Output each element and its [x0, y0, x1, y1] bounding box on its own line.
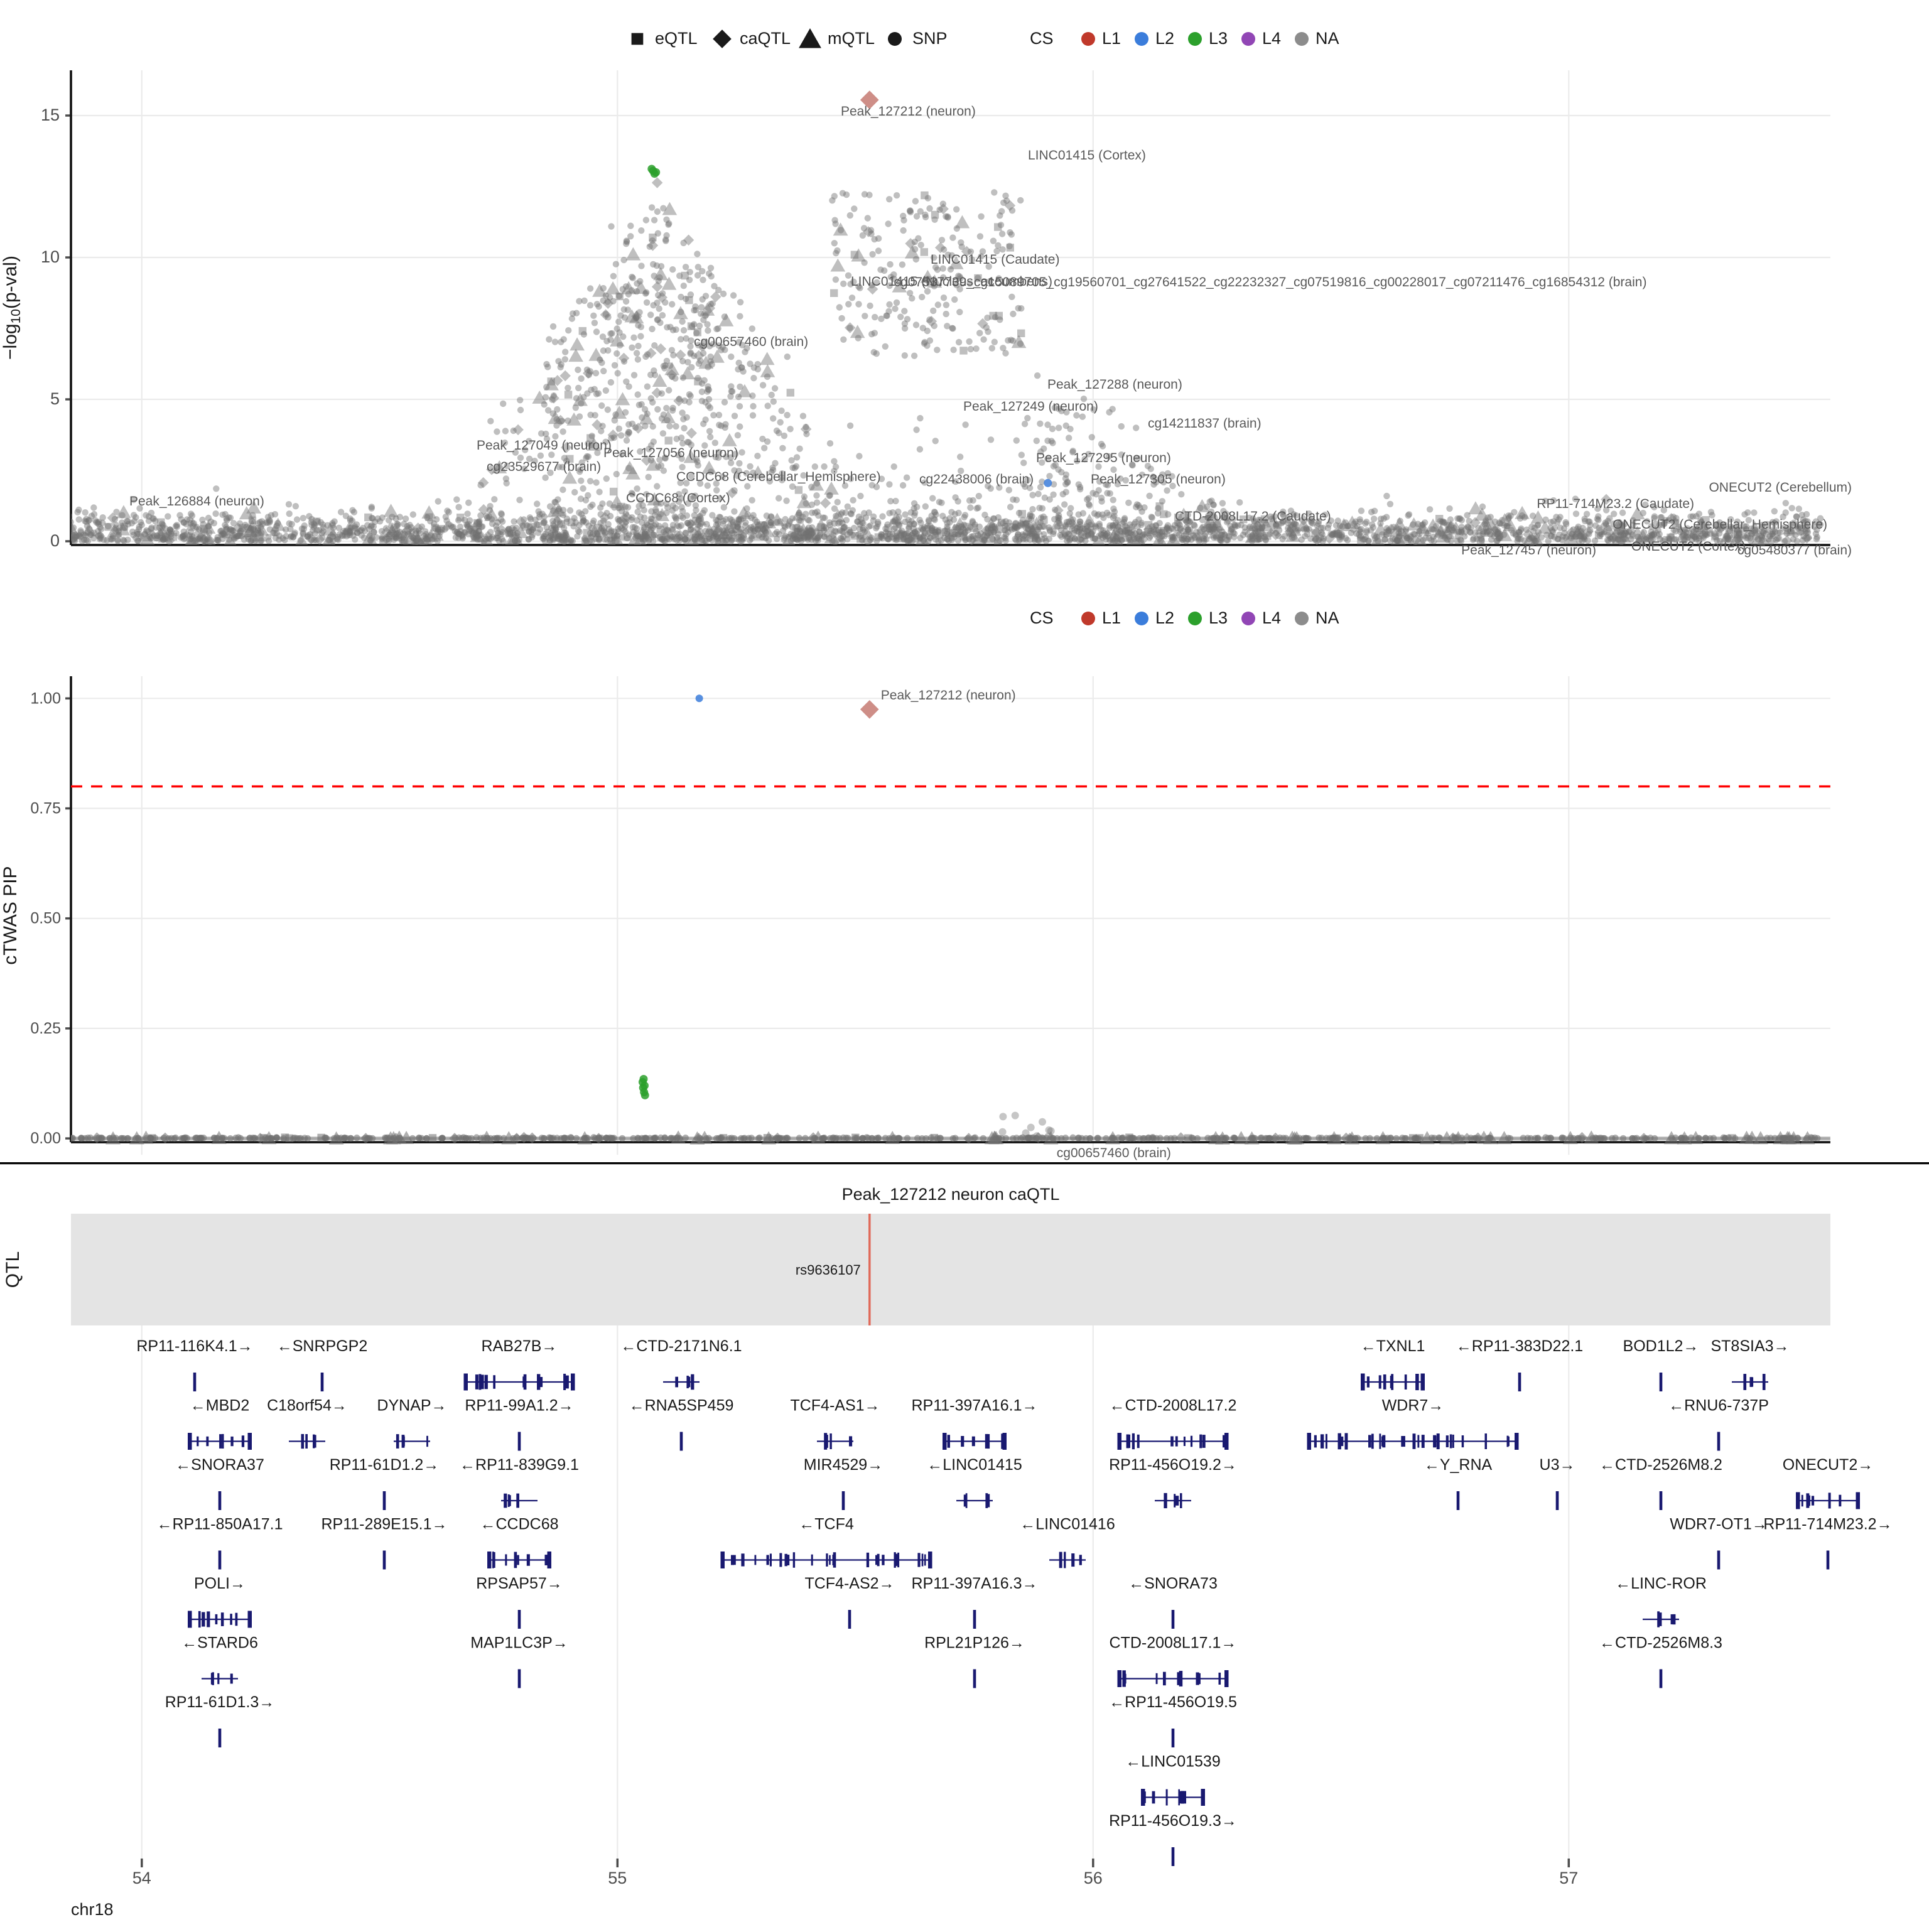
svg-text:MIR4529→: MIR4529→ — [804, 1456, 883, 1474]
svg-text:RAB27B→: RAB27B→ — [482, 1337, 558, 1355]
svg-text:rs9636107: rs9636107 — [796, 1262, 861, 1278]
svg-text:LINC01415 (Caudate): LINC01415 (Caudate) — [931, 252, 1059, 267]
svg-text:Peak_126884 (neuron): Peak_126884 (neuron) — [129, 494, 264, 509]
svg-text:Peak_127056 (neuron): Peak_127056 (neuron) — [603, 446, 738, 460]
svg-text:cg00657460 (brain): cg00657460 (brain) — [694, 335, 808, 349]
svg-text:CTD-2008L17.2 (Caudate): CTD-2008L17.2 (Caudate) — [1175, 509, 1331, 524]
svg-text:L1: L1 — [1102, 608, 1121, 627]
svg-text:0: 0 — [50, 531, 60, 550]
svg-text:Peak_127305 (neuron): Peak_127305 (neuron) — [1091, 472, 1226, 487]
svg-text:RP11-99A1.2→: RP11-99A1.2→ — [465, 1397, 573, 1415]
svg-text:RP11-116K4.1→: RP11-116K4.1→ — [136, 1337, 252, 1355]
svg-text:L2: L2 — [1155, 608, 1174, 627]
svg-text:RP11-61D1.3→: RP11-61D1.3→ — [165, 1693, 275, 1711]
svg-text:L3: L3 — [1209, 608, 1228, 627]
svg-text:RP11-456O19.3→: RP11-456O19.3→ — [1109, 1812, 1237, 1830]
svg-text:10: 10 — [41, 247, 60, 266]
svg-text:POLI→: POLI→ — [194, 1575, 246, 1592]
svg-text:←SNORA37: ←SNORA37 — [175, 1456, 264, 1474]
svg-text:ONECUT2 (Cerebellar_Hemisphere: ONECUT2 (Cerebellar_Hemisphere) — [1613, 517, 1827, 532]
svg-text:L4: L4 — [1262, 608, 1281, 627]
svg-text:←SNRPGP2: ←SNRPGP2 — [277, 1337, 367, 1355]
svg-text:←MBD2: ←MBD2 — [190, 1397, 249, 1415]
svg-text:←RP11-839G9.1: ←RP11-839G9.1 — [460, 1456, 579, 1474]
svg-text:←SNORA73: ←SNORA73 — [1128, 1575, 1218, 1592]
svg-text:TCF4-AS2→: TCF4-AS2→ — [804, 1575, 894, 1592]
svg-text:cg23529677 (brain): cg23529677 (brain) — [487, 460, 601, 474]
svg-text:0.00: 0.00 — [30, 1130, 61, 1147]
svg-text:cTWAS PIP: cTWAS PIP — [0, 866, 21, 964]
svg-text:MAP1LC3P→: MAP1LC3P→ — [470, 1634, 568, 1652]
svg-text:15: 15 — [41, 105, 60, 124]
svg-text:Peak_127049 (neuron): Peak_127049 (neuron) — [477, 438, 612, 453]
svg-text:←RP11-383D22.1: ←RP11-383D22.1 — [1456, 1337, 1583, 1355]
svg-text:RP11-714M23.2 (Caudate): RP11-714M23.2 (Caudate) — [1537, 497, 1694, 511]
svg-text:0.25: 0.25 — [30, 1020, 61, 1037]
svg-text:Peak_127249 (neuron): Peak_127249 (neuron) — [963, 399, 1098, 414]
svg-text:←RP11-456O19.5: ←RP11-456O19.5 — [1109, 1693, 1237, 1711]
svg-text:cg05480377 (brain): cg05480377 (brain) — [1737, 543, 1852, 558]
svg-text:RP11-397A16.3→: RP11-397A16.3→ — [911, 1575, 1037, 1592]
svg-text:CCDC68 (Cerebellar_Hemisphere): CCDC68 (Cerebellar_Hemisphere) — [676, 470, 881, 484]
svg-text:ONECUT2 (Cerebellum): ONECUT2 (Cerebellum) — [1709, 480, 1852, 495]
svg-text:cg22438006 (brain): cg22438006 (brain) — [919, 472, 1034, 487]
svg-text:NA: NA — [1316, 608, 1339, 627]
svg-text:←TCF4: ←TCF4 — [799, 1516, 854, 1533]
svg-text:cg14211837 (brain): cg14211837 (brain) — [1148, 416, 1262, 431]
svg-text:CS: CS — [1030, 608, 1054, 627]
svg-text:WDR7→: WDR7→ — [1382, 1397, 1444, 1415]
svg-text:ONECUT2 (Cortex): ONECUT2 (Cortex) — [1631, 539, 1746, 554]
svg-text:←LINC01416: ←LINC01416 — [1020, 1516, 1115, 1533]
svg-text:←RP11-850A17.1: ←RP11-850A17.1 — [156, 1516, 283, 1533]
svg-text:RPSAP57→: RPSAP57→ — [476, 1575, 563, 1592]
svg-text:←CTD-2171N6.1: ←CTD-2171N6.1 — [620, 1337, 742, 1355]
svg-text:QTL: QTL — [3, 1251, 23, 1288]
svg-text:←TXNL1: ←TXNL1 — [1361, 1337, 1425, 1355]
svg-text:←LINC01415: ←LINC01415 — [927, 1456, 1022, 1474]
svg-text:Peak_127288 (neuron): Peak_127288 (neuron) — [1047, 377, 1182, 392]
svg-text:LINC01415 (Cortex): LINC01415 (Cortex) — [1028, 148, 1146, 163]
svg-text:DYNAP→: DYNAP→ — [377, 1397, 446, 1415]
svg-text:Peak_127457 (neuron): Peak_127457 (neuron) — [1461, 543, 1596, 558]
svg-text:CCDC68 (Cortex): CCDC68 (Cortex) — [626, 491, 730, 505]
svg-text:←CCDC68: ←CCDC68 — [480, 1516, 558, 1533]
svg-text:RP11-61D1.2→: RP11-61D1.2→ — [330, 1456, 440, 1474]
svg-text:←LINC01539: ←LINC01539 — [1125, 1753, 1220, 1771]
svg-text:←CTD-2008L17.2: ←CTD-2008L17.2 — [1110, 1397, 1237, 1415]
svg-text:C18orf54→: C18orf54→ — [267, 1397, 347, 1415]
svg-text:0.50: 0.50 — [30, 910, 61, 927]
svg-text:0.75: 0.75 — [30, 800, 61, 818]
svg-text:←STARD6: ←STARD6 — [181, 1634, 258, 1652]
svg-text:RP11-397A16.1→: RP11-397A16.1→ — [911, 1397, 1037, 1415]
svg-text:CTD-2008L17.1→: CTD-2008L17.1→ — [1110, 1634, 1237, 1652]
svg-text:TCF4-AS1→: TCF4-AS1→ — [790, 1397, 880, 1415]
svg-text:Peak_127212 neuron caQTL: Peak_127212 neuron caQTL — [842, 1185, 1060, 1204]
svg-text:cg07537739_cg15089705_cg195607: cg07537739_cg15089705_cg19560701_cg27641… — [894, 275, 1647, 289]
svg-text:RP11-456O19.2→: RP11-456O19.2→ — [1109, 1456, 1237, 1474]
svg-text:Peak_127295 (neuron): Peak_127295 (neuron) — [1036, 451, 1171, 465]
svg-text:−log10(p-val): −log10(p-val) — [0, 256, 23, 360]
svg-text:cg00657460 (brain): cg00657460 (brain) — [1057, 1146, 1171, 1160]
svg-text:RPL21P126→: RPL21P126→ — [924, 1634, 1025, 1652]
svg-text:Peak_127212 (neuron): Peak_127212 (neuron) — [841, 104, 976, 119]
svg-text:RP11-289E15.1→: RP11-289E15.1→ — [321, 1516, 447, 1533]
svg-text:5: 5 — [50, 389, 60, 408]
svg-text:Peak_127212 (neuron): Peak_127212 (neuron) — [881, 688, 1016, 703]
svg-text:1.00: 1.00 — [30, 689, 61, 707]
svg-text:←RNA5SP459: ←RNA5SP459 — [629, 1397, 734, 1415]
